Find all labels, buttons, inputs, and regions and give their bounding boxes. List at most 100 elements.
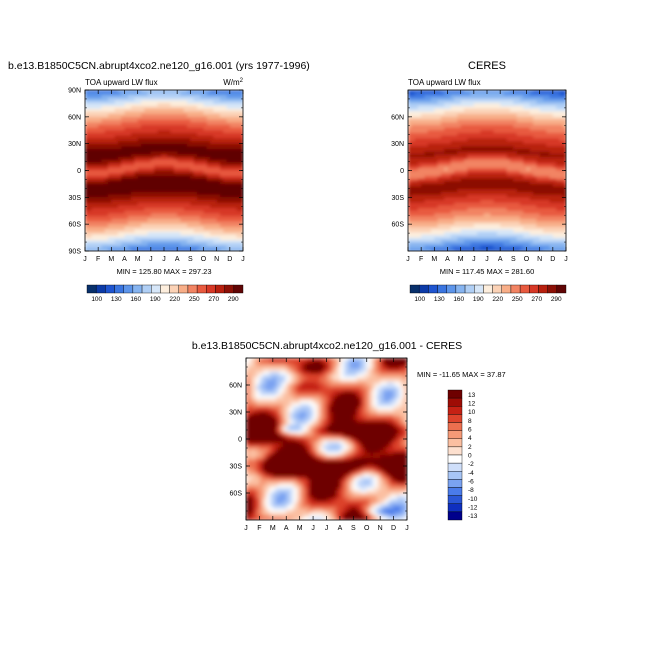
field-cell <box>529 98 534 102</box>
field-cell <box>190 202 195 206</box>
field-cell <box>180 194 185 198</box>
field-cell <box>140 216 145 220</box>
field-cell <box>127 167 132 172</box>
field-cell <box>203 119 208 123</box>
field-cell <box>424 116 429 121</box>
field-cell <box>450 170 455 174</box>
field-cell <box>411 151 416 155</box>
field-cell <box>444 98 449 102</box>
field-cell <box>500 170 505 174</box>
field-cell <box>104 226 109 231</box>
field-cell <box>200 98 205 102</box>
field-cell <box>127 191 132 196</box>
field-cell <box>157 189 162 193</box>
field-cell <box>526 159 531 164</box>
field-cell <box>206 162 211 166</box>
field-cell <box>216 224 221 228</box>
field-cell <box>88 140 93 145</box>
field-cell <box>190 245 195 249</box>
field-cell <box>173 170 178 174</box>
field-cell <box>457 98 462 102</box>
field-cell <box>226 202 231 206</box>
field-cell <box>180 103 185 107</box>
field-cell <box>493 92 498 96</box>
field-cell <box>490 183 495 188</box>
field-cell <box>487 162 491 166</box>
field-cell <box>463 116 468 121</box>
panel-model-units-base: W/m <box>223 78 240 87</box>
field-cell <box>549 108 554 113</box>
field-cell <box>421 178 426 182</box>
field-cell <box>444 167 449 172</box>
field-cell <box>500 103 505 107</box>
field-cell <box>506 175 511 180</box>
panel-model-units-exp: 2 <box>240 78 244 84</box>
field-cell <box>506 119 511 123</box>
field-cell <box>160 175 165 180</box>
field-cell <box>519 135 524 139</box>
field-cell <box>173 162 178 166</box>
field-cell <box>213 159 218 164</box>
field-cell <box>157 191 162 196</box>
field-cell <box>408 111 412 115</box>
field-cell <box>154 98 159 102</box>
field-cell <box>180 92 185 96</box>
field-cell <box>101 181 106 185</box>
field-cell <box>431 165 435 169</box>
field-cell <box>164 229 168 233</box>
field-cell <box>529 159 534 164</box>
field-cell <box>180 162 185 166</box>
field-cell <box>180 242 185 247</box>
field-cell <box>147 242 152 247</box>
field-cell <box>233 202 238 206</box>
field-cell <box>170 100 175 105</box>
field-cell <box>111 100 116 105</box>
field-cell <box>529 95 534 99</box>
field-cell <box>140 95 145 99</box>
field-cell <box>427 200 432 204</box>
field-cell <box>414 95 419 99</box>
field-cell <box>411 138 416 142</box>
field-cell <box>516 178 521 182</box>
field-cell <box>414 146 419 150</box>
field-cell <box>463 95 468 99</box>
field-cell <box>460 103 465 107</box>
field-cell <box>490 173 495 177</box>
field-cell <box>226 130 231 134</box>
field-cell <box>236 189 241 193</box>
field-cell <box>440 159 445 164</box>
field-cell <box>467 170 472 174</box>
field-cell <box>503 114 508 118</box>
field-cell <box>137 111 142 115</box>
field-cell <box>160 194 165 198</box>
field-cell <box>190 191 195 196</box>
field-cell <box>490 191 495 196</box>
field-cell <box>450 173 455 177</box>
field-cell <box>210 92 214 96</box>
field-cell <box>177 194 182 198</box>
field-cell <box>516 127 521 131</box>
field-cell <box>144 237 149 241</box>
field-cell <box>559 122 564 126</box>
field-cell <box>164 111 168 115</box>
field-cell <box>417 122 422 126</box>
field-cell <box>513 132 518 137</box>
field-cell <box>496 197 501 201</box>
field-cell <box>559 183 564 188</box>
field-cell <box>447 149 452 153</box>
field-cell <box>167 143 172 147</box>
field-cell <box>203 143 208 147</box>
field-cell <box>487 98 491 102</box>
field-cell <box>134 130 139 134</box>
field-cell <box>210 116 214 121</box>
field-cell <box>150 116 155 121</box>
field-cell <box>154 92 159 96</box>
field-cell <box>526 100 531 105</box>
field-cell <box>147 183 152 188</box>
field-cell <box>196 165 201 169</box>
field-cell <box>193 245 198 249</box>
field-cell <box>160 98 165 102</box>
field-cell <box>160 135 165 139</box>
field-cell <box>236 149 241 153</box>
field-cell <box>496 92 501 96</box>
